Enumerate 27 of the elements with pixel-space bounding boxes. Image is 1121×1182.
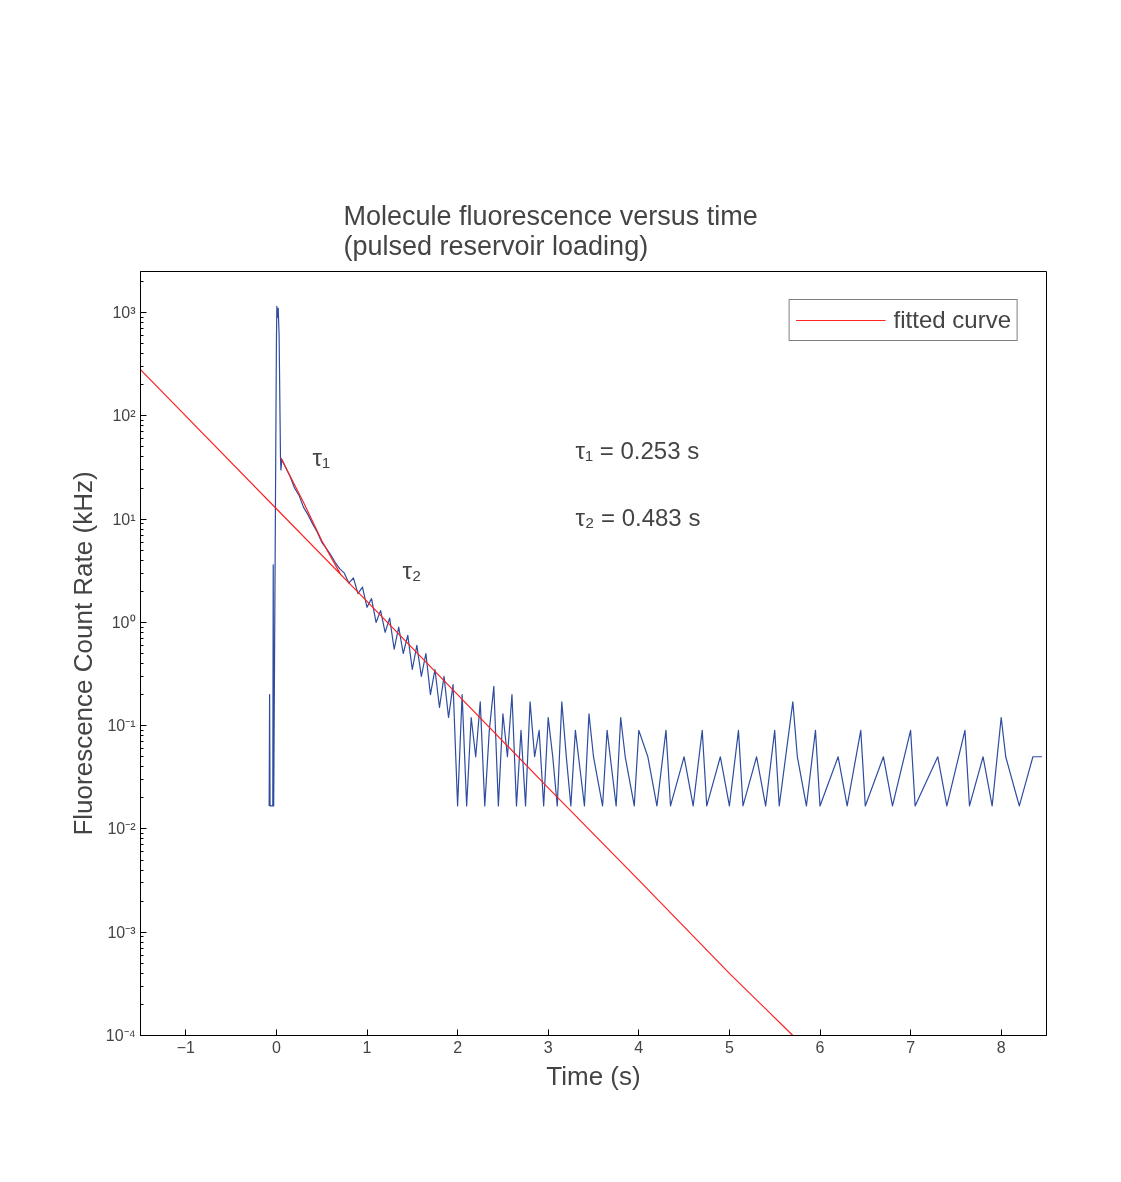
y-tick-label: 10¹ bbox=[112, 510, 136, 528]
y-tick-label: 10⁻³ bbox=[107, 923, 137, 941]
x-tick-label: 7 bbox=[906, 1038, 916, 1056]
x-tick-label: 4 bbox=[634, 1038, 644, 1056]
x-tick-label: 1 bbox=[362, 1038, 372, 1056]
x-tick-label: −1 bbox=[176, 1038, 196, 1056]
x-tick-label: 6 bbox=[815, 1038, 825, 1056]
annotation: τ₂ bbox=[402, 556, 422, 584]
x-tick-label: 3 bbox=[543, 1038, 553, 1056]
x-tick-label: 8 bbox=[996, 1038, 1006, 1056]
legend-label: fitted curve bbox=[893, 306, 1011, 334]
x-tick-label: 2 bbox=[453, 1038, 463, 1056]
line-series bbox=[268, 305, 1043, 807]
y-tick-label: 10⁻⁴ bbox=[105, 1027, 136, 1044]
chart-title: Molecule fluorescence versus time (pulsed reservoir loading) bbox=[343, 200, 758, 261]
y-tick-label: 10³ bbox=[112, 304, 137, 322]
y-tick-label: 10⁰ bbox=[111, 613, 136, 631]
y-tick-label: 10² bbox=[112, 407, 137, 425]
y-tick-label: 10⁻¹ bbox=[107, 717, 136, 735]
annotation: τ₂ = 0.483 s bbox=[575, 503, 701, 531]
y-tick-label: 10⁻² bbox=[107, 820, 137, 838]
annotation: τ₁ = 0.253 s bbox=[575, 436, 700, 464]
x-tick-label: 0 bbox=[271, 1038, 281, 1056]
x-axis-title: Time (s) bbox=[546, 1060, 641, 1091]
x-tick-label: 5 bbox=[724, 1038, 734, 1056]
annotation: τ₁ bbox=[312, 443, 331, 471]
y-axis-title: Fluorescence Count Rate (kHz) bbox=[67, 471, 98, 836]
